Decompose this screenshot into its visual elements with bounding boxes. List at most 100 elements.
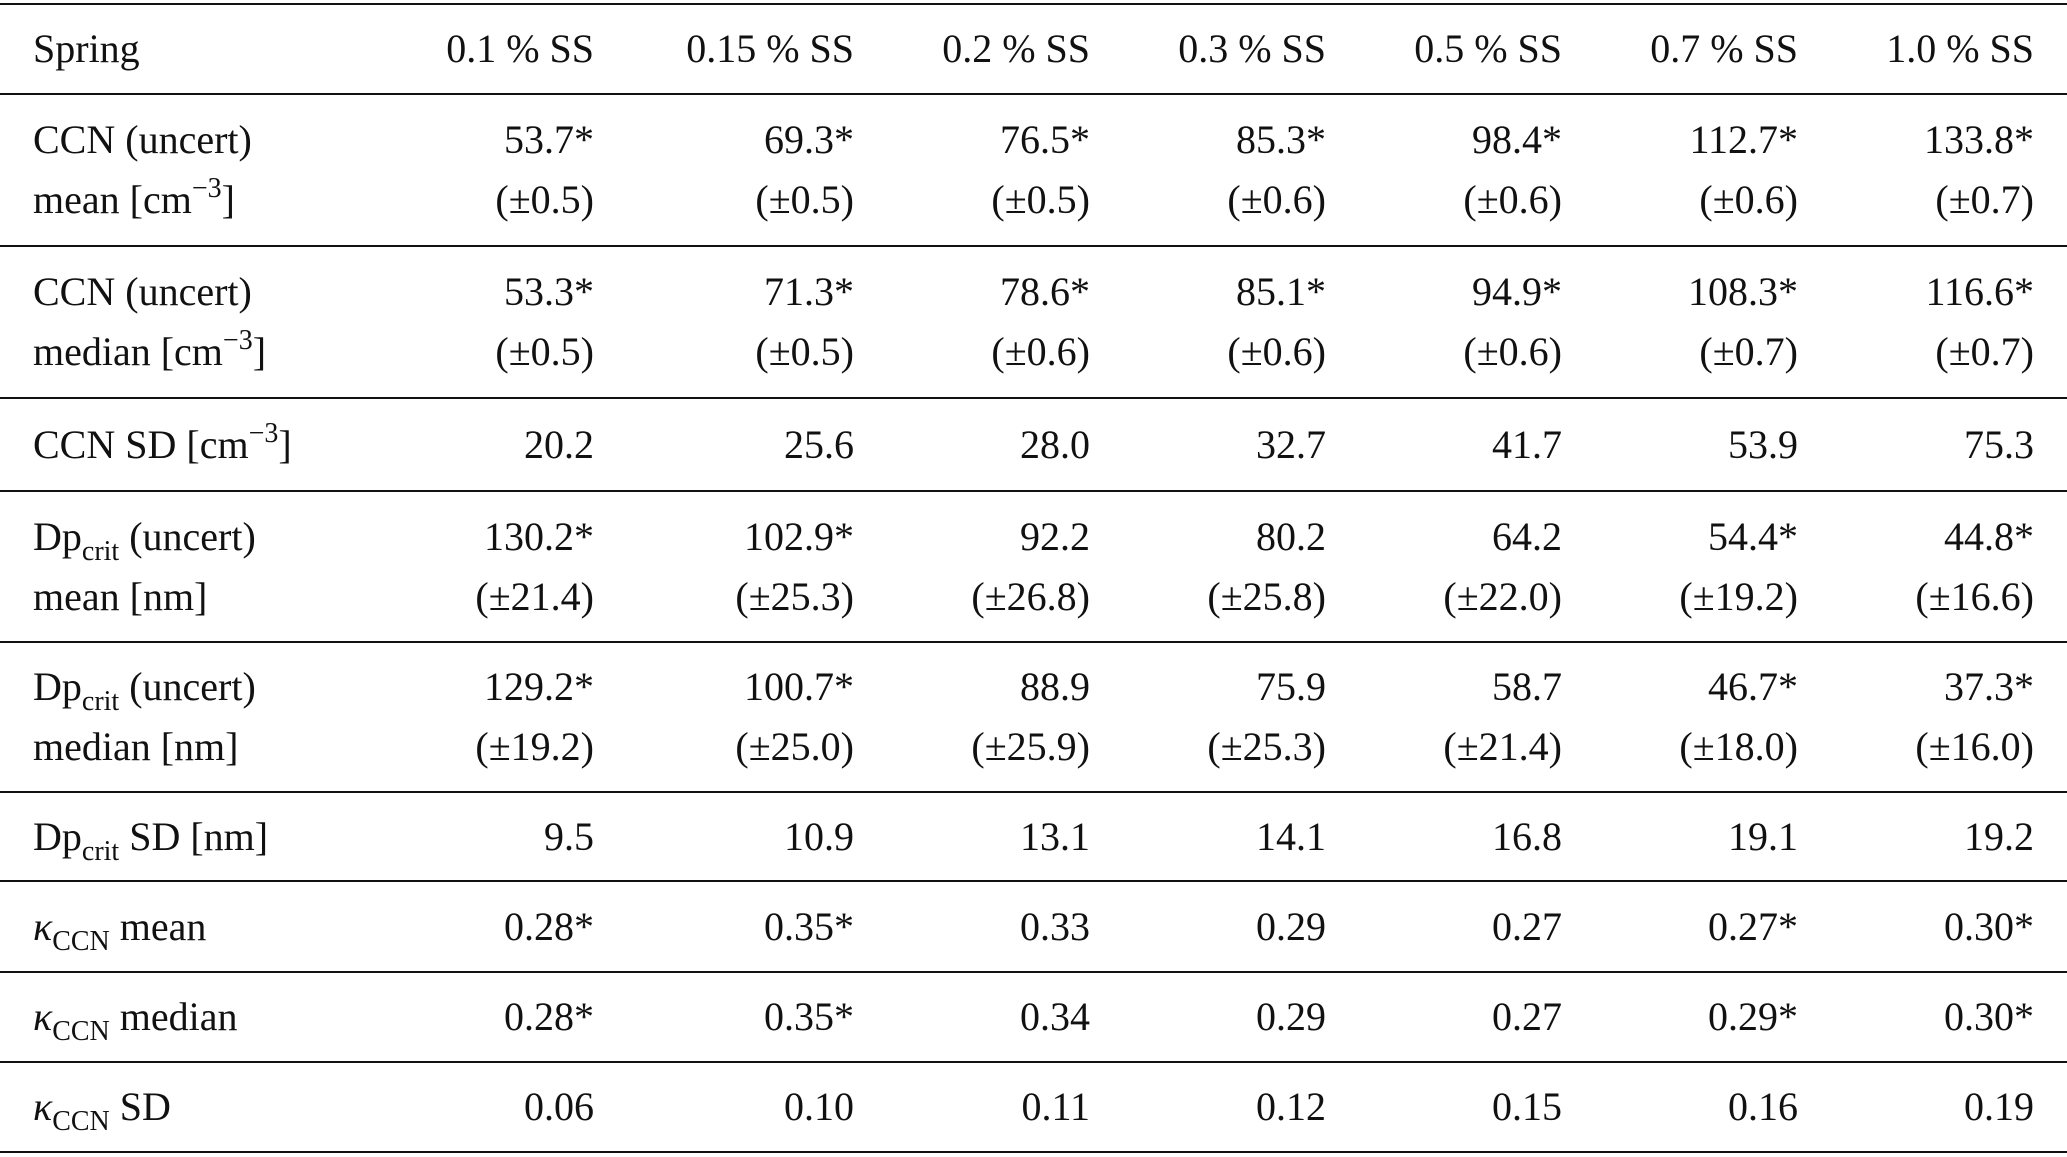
uncertainty: (±18.0) [1679,724,1798,769]
uncertainty: (±0.6) [991,329,1090,374]
label-text: ] [221,177,235,222]
label-line: median [cm−3] [33,322,330,382]
value-cell: 0.19 [1798,1062,2067,1152]
column-header: 0.5 % SS [1414,26,1562,71]
value: 76.5* [1000,117,1090,162]
value: 0.30* [1944,903,2034,949]
value-cell: 71.3* (±0.5) [594,246,854,398]
label-line: Dpcrit (uncert) [33,507,330,567]
value: 28.0 [1020,421,1090,467]
label-line: Dpcrit SD [nm] [33,807,330,867]
value: 53.7* [504,117,594,162]
value-cell: 0.30* [1798,881,2067,972]
label-text: CCN (uncert) [33,117,252,162]
uncertainty: (±16.0) [1915,724,2034,769]
uncertainty: (±0.5) [755,177,854,222]
value-cell: 116.6* (±0.7) [1798,246,2067,398]
label-kappa: κ [33,903,53,949]
value: 44.8* [1944,513,2034,559]
uncertainty: (±0.7) [1935,329,2034,374]
value: 0.11 [1021,1084,1090,1129]
value-cell: 0.30* [1798,972,2067,1062]
value: 85.3* [1236,117,1326,162]
value-cell: 133.8* (±0.7) [1798,94,2067,246]
label-text: SD [nm] [119,813,269,859]
value: 0.35* [764,903,854,949]
value-cell: 28.0 [854,398,1090,491]
label-text: CCN (uncert) [33,269,252,314]
value: 16.8 [1492,813,1562,859]
value: 13.1 [1020,813,1090,859]
value-cell: 54.4* (±19.2) [1562,491,1798,642]
value: 108.3* [1688,269,1798,314]
value-cell: 32.7 [1090,398,1326,491]
value: 75.9 [1256,664,1326,709]
value-cell: 0.27 [1326,881,1562,972]
value-cell: 53.7* (±0.5) [330,94,594,246]
table-row: κCCN mean 0.28* 0.35* 0.33 0.29 0.27 0.27* 0.30… [0,881,2067,972]
label-text: median [109,994,238,1039]
value: 53.3* [504,269,594,314]
label-text: mean [nm] [33,573,208,619]
uncertainty: (±19.2) [1679,573,1798,619]
value-cell: 75.9 (±25.3) [1090,642,1326,792]
uncertainty: (±0.6) [1463,329,1562,374]
label-sub: CCN [52,1016,110,1047]
label-text: median [cm [33,329,223,374]
uncertainty: (±25.3) [1207,724,1326,769]
value: 69.3* [764,117,854,162]
table-header: Spring 0.1 % SS 0.15 % SS 0.2 % SS 0.3 % SS 0… [0,4,2067,94]
value: 0.34 [1020,994,1090,1039]
label-text: median [nm] [33,724,239,769]
uncertainty: (±21.4) [475,573,594,619]
value-cell: 9.5 [330,792,594,881]
value-cell: 102.9* (±25.3) [594,491,854,642]
value-cell: 129.2* (±19.2) [330,642,594,792]
table-body: CCN (uncert) mean [cm−3] 53.7* (±0.5) 69.3*(… [0,94,2067,1152]
label-sub: CCN [52,925,110,957]
label-line: CCN (uncert) [33,262,330,322]
uncertainty: (±0.6) [1227,177,1326,222]
label-text: SD [109,1084,171,1129]
value-cell: 130.2* (±21.4) [330,491,594,642]
value: 88.9 [1020,664,1090,709]
column-header: 0.2 % SS [942,26,1090,71]
table-row: κCCN median 0.28* 0.35* 0.34 0.29 0.27 0.29* 0.… [0,972,2067,1062]
value: 19.1 [1728,813,1798,859]
value: 0.28* [504,903,594,949]
value-cell: 88.9 (±25.9) [854,642,1090,792]
label-line: CCN SD [cm−3] [33,415,330,475]
value-cell: 112.7* (±0.6) [1562,94,1798,246]
value: 32.7 [1256,421,1326,467]
label-kappa: κ [33,994,53,1039]
uncertainty: (±0.5) [495,177,594,222]
label-text: CCN SD [cm [33,421,249,467]
label-line: κCCN SD [33,1077,330,1137]
label-sup: −3 [191,173,222,204]
label-text: ] [278,421,292,467]
value-cell: 78.6* (±0.6) [854,246,1090,398]
label-text: (uncert) [119,664,256,709]
column-header: 1.0 % SS [1886,26,2034,71]
uncertainty: (±25.8) [1207,573,1326,619]
value-cell: 0.34 [854,972,1090,1062]
value-cell: 0.06 [330,1062,594,1152]
value: 75.3 [1964,421,2034,467]
value-cell: 41.7 [1326,398,1562,491]
value-cell: 0.27* [1562,881,1798,972]
value: 102.9* [744,513,854,559]
row-label: Dpcrit (uncert) median [nm] [0,642,330,792]
value: 94.9* [1472,269,1562,314]
row-label: CCN SD [cm−3] [0,398,330,491]
value-cell: 100.7* (±25.0) [594,642,854,792]
value: 0.19 [1964,1084,2034,1129]
uncertainty: (±0.5) [755,329,854,374]
column-header: 0.3 % SS [1178,26,1326,71]
label-sub: CCN [52,1106,110,1137]
value: 53.9 [1728,421,1798,467]
label-sub: crit [81,835,120,867]
value: 0.35* [764,994,854,1039]
uncertainty: (±0.7) [1935,177,2034,222]
value-cell: 44.8* (±16.6) [1798,491,2067,642]
row-label: Dpcrit (uncert) mean [nm] [0,491,330,642]
